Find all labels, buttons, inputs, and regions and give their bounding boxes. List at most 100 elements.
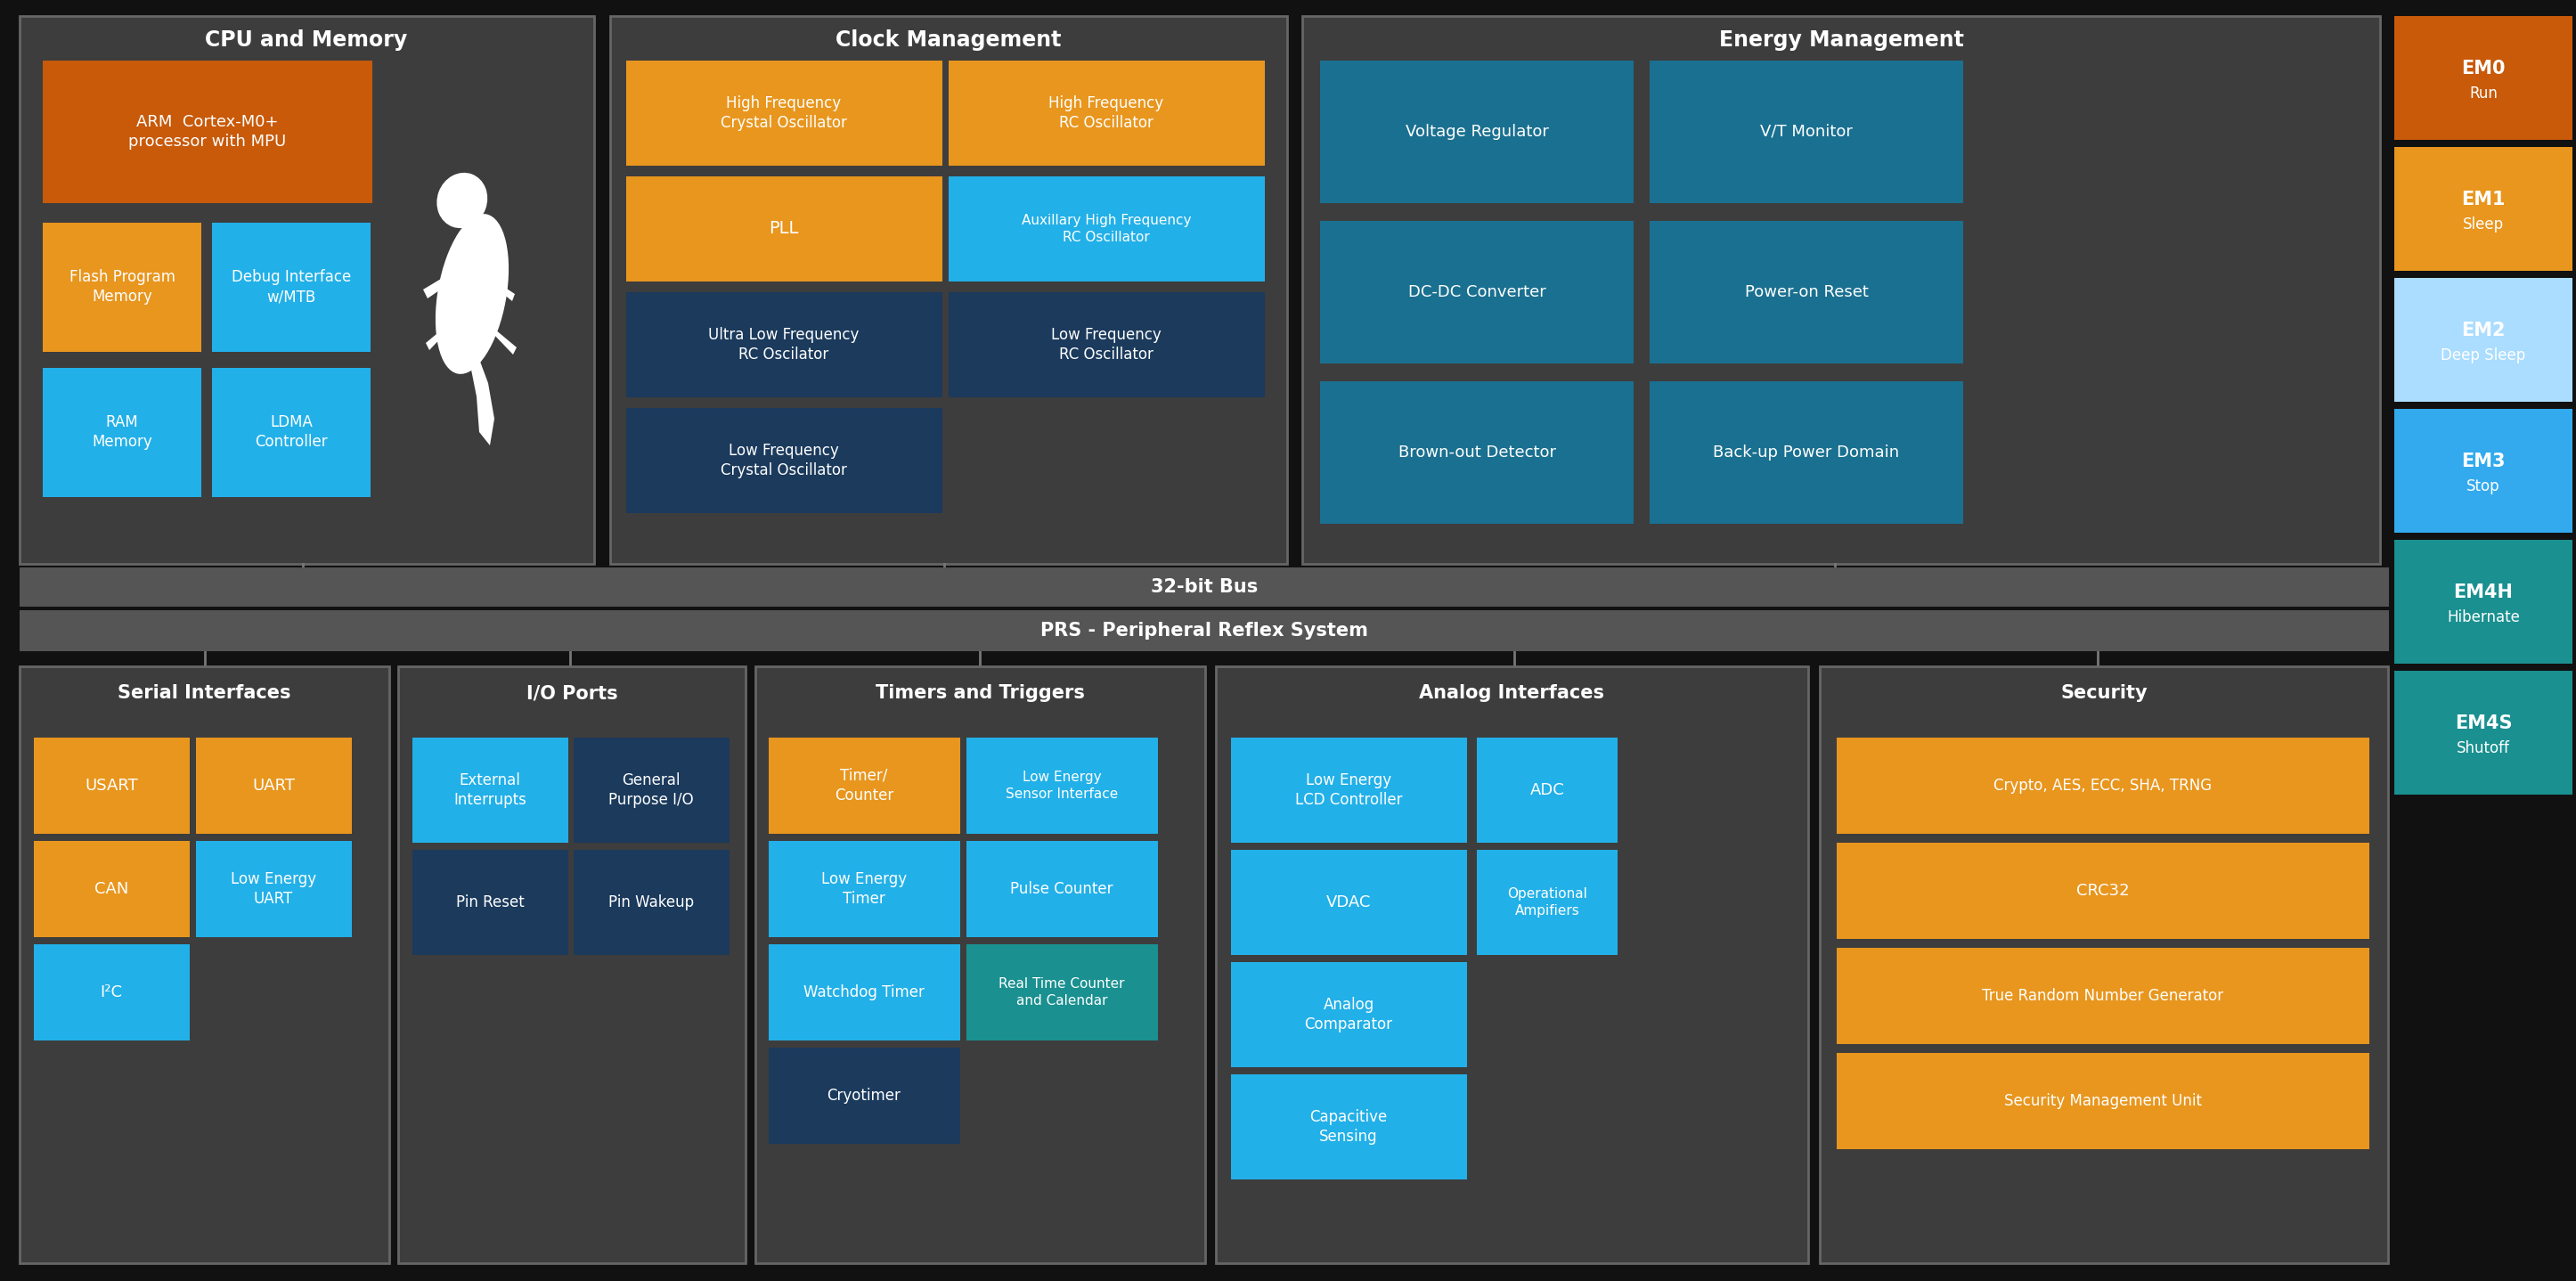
FancyBboxPatch shape xyxy=(1319,382,1633,524)
Text: Flash Program
Memory: Flash Program Memory xyxy=(70,269,175,305)
Text: EM0: EM0 xyxy=(2460,60,2506,78)
FancyBboxPatch shape xyxy=(966,944,1159,1040)
Polygon shape xyxy=(477,316,518,355)
Text: ARM  Cortex-M0+
processor with MPU: ARM Cortex-M0+ processor with MPU xyxy=(129,114,286,150)
FancyBboxPatch shape xyxy=(21,610,2388,651)
FancyBboxPatch shape xyxy=(196,840,353,938)
FancyBboxPatch shape xyxy=(2393,17,2573,140)
FancyBboxPatch shape xyxy=(626,407,943,514)
Text: High Frequency
Crystal Oscillator: High Frequency Crystal Oscillator xyxy=(721,95,848,131)
FancyBboxPatch shape xyxy=(399,666,744,1263)
Text: Debug Interface
w/MTB: Debug Interface w/MTB xyxy=(232,269,350,305)
Text: Low Energy
Sensor Interface: Low Energy Sensor Interface xyxy=(1005,771,1118,801)
FancyBboxPatch shape xyxy=(1476,738,1618,843)
Text: CRC32: CRC32 xyxy=(2076,883,2130,899)
Text: I/O Ports: I/O Ports xyxy=(526,684,618,702)
Text: DC-DC Converter: DC-DC Converter xyxy=(1409,284,1546,300)
FancyBboxPatch shape xyxy=(211,368,371,497)
Text: True Random Number Generator: True Random Number Generator xyxy=(1984,988,2223,1004)
FancyBboxPatch shape xyxy=(768,1048,961,1144)
FancyBboxPatch shape xyxy=(966,840,1159,938)
FancyBboxPatch shape xyxy=(1303,17,2380,564)
Text: Watchdog Timer: Watchdog Timer xyxy=(804,984,925,1000)
FancyBboxPatch shape xyxy=(1649,60,1963,204)
FancyBboxPatch shape xyxy=(611,17,1288,564)
FancyBboxPatch shape xyxy=(1319,60,1633,204)
Text: Timer/
Counter: Timer/ Counter xyxy=(835,767,894,803)
FancyBboxPatch shape xyxy=(44,223,201,352)
FancyBboxPatch shape xyxy=(1231,738,1468,843)
Text: Voltage Regulator: Voltage Regulator xyxy=(1404,124,1548,140)
Text: EM2: EM2 xyxy=(2460,322,2506,339)
Text: Ultra Low Frequency
RC Oscilator: Ultra Low Frequency RC Oscilator xyxy=(708,327,860,363)
FancyBboxPatch shape xyxy=(755,666,1206,1263)
FancyBboxPatch shape xyxy=(1476,849,1618,954)
Polygon shape xyxy=(469,352,495,446)
FancyBboxPatch shape xyxy=(33,944,191,1040)
Text: Real Time Counter
and Calendar: Real Time Counter and Calendar xyxy=(999,977,1126,1007)
Text: EM4S: EM4S xyxy=(2455,715,2512,733)
Text: 32-bit Bus: 32-bit Bus xyxy=(1151,578,1257,596)
Text: Capacitive
Sensing: Capacitive Sensing xyxy=(1309,1109,1388,1145)
FancyBboxPatch shape xyxy=(1231,1075,1468,1180)
Text: High Frequency
RC Oscillator: High Frequency RC Oscillator xyxy=(1048,95,1164,131)
Text: EM3: EM3 xyxy=(2460,452,2506,470)
Text: RAM
Memory: RAM Memory xyxy=(93,414,152,450)
Text: EM4H: EM4H xyxy=(2452,583,2514,601)
FancyBboxPatch shape xyxy=(21,567,2388,607)
FancyBboxPatch shape xyxy=(626,177,943,282)
FancyBboxPatch shape xyxy=(1231,849,1468,954)
FancyBboxPatch shape xyxy=(2393,278,2573,402)
FancyBboxPatch shape xyxy=(33,738,191,834)
Text: Pin Wakeup: Pin Wakeup xyxy=(608,894,693,911)
FancyBboxPatch shape xyxy=(768,840,961,938)
FancyBboxPatch shape xyxy=(1319,220,1633,364)
FancyBboxPatch shape xyxy=(948,292,1265,397)
Text: USART: USART xyxy=(85,778,139,794)
Text: CAN: CAN xyxy=(95,881,129,897)
Text: Deep Sleep: Deep Sleep xyxy=(2442,347,2527,364)
Text: V/T Monitor: V/T Monitor xyxy=(1759,124,1852,140)
FancyBboxPatch shape xyxy=(412,738,569,843)
FancyBboxPatch shape xyxy=(33,840,191,938)
Polygon shape xyxy=(425,311,469,350)
Text: Security Management Unit: Security Management Unit xyxy=(2004,1093,2202,1109)
FancyBboxPatch shape xyxy=(948,60,1265,165)
Text: I²C: I²C xyxy=(100,984,124,1000)
FancyBboxPatch shape xyxy=(44,368,201,497)
FancyBboxPatch shape xyxy=(21,666,389,1263)
Text: Serial Interfaces: Serial Interfaces xyxy=(118,684,291,702)
FancyBboxPatch shape xyxy=(412,849,569,954)
FancyBboxPatch shape xyxy=(1649,382,1963,524)
Text: Pulse Counter: Pulse Counter xyxy=(1010,881,1113,897)
FancyBboxPatch shape xyxy=(21,17,595,564)
Text: Power-on Reset: Power-on Reset xyxy=(1744,284,1868,300)
FancyBboxPatch shape xyxy=(211,223,371,352)
Text: Timers and Triggers: Timers and Triggers xyxy=(876,684,1084,702)
Text: ADC: ADC xyxy=(1530,783,1564,798)
Text: Cryotimer: Cryotimer xyxy=(827,1088,902,1104)
Text: EM1: EM1 xyxy=(2460,191,2506,209)
Text: LDMA
Controller: LDMA Controller xyxy=(255,414,327,450)
Text: VDAC: VDAC xyxy=(1327,894,1370,911)
FancyBboxPatch shape xyxy=(1819,666,2388,1263)
FancyBboxPatch shape xyxy=(1649,220,1963,364)
Text: Sleep: Sleep xyxy=(2463,216,2504,233)
FancyBboxPatch shape xyxy=(1231,962,1468,1067)
Text: External
Interrupts: External Interrupts xyxy=(453,772,526,808)
FancyBboxPatch shape xyxy=(44,60,374,204)
Text: Energy Management: Energy Management xyxy=(1718,29,1963,51)
Text: General
Purpose I/O: General Purpose I/O xyxy=(608,772,693,808)
Text: Security: Security xyxy=(2061,684,2148,702)
FancyBboxPatch shape xyxy=(768,944,961,1040)
Text: Run: Run xyxy=(2470,86,2499,101)
Ellipse shape xyxy=(435,214,507,374)
Text: Operational
Ampifiers: Operational Ampifiers xyxy=(1507,888,1587,917)
Text: Brown-out Detector: Brown-out Detector xyxy=(1399,445,1556,461)
Text: Pin Reset: Pin Reset xyxy=(456,894,523,911)
FancyBboxPatch shape xyxy=(768,738,961,834)
Text: Crypto, AES, ECC, SHA, TRNG: Crypto, AES, ECC, SHA, TRNG xyxy=(1994,778,2213,794)
Text: Low Energy
LCD Controller: Low Energy LCD Controller xyxy=(1296,772,1401,808)
Text: Auxillary High Frequency
RC Oscillator: Auxillary High Frequency RC Oscillator xyxy=(1023,214,1190,243)
FancyBboxPatch shape xyxy=(2393,147,2573,270)
